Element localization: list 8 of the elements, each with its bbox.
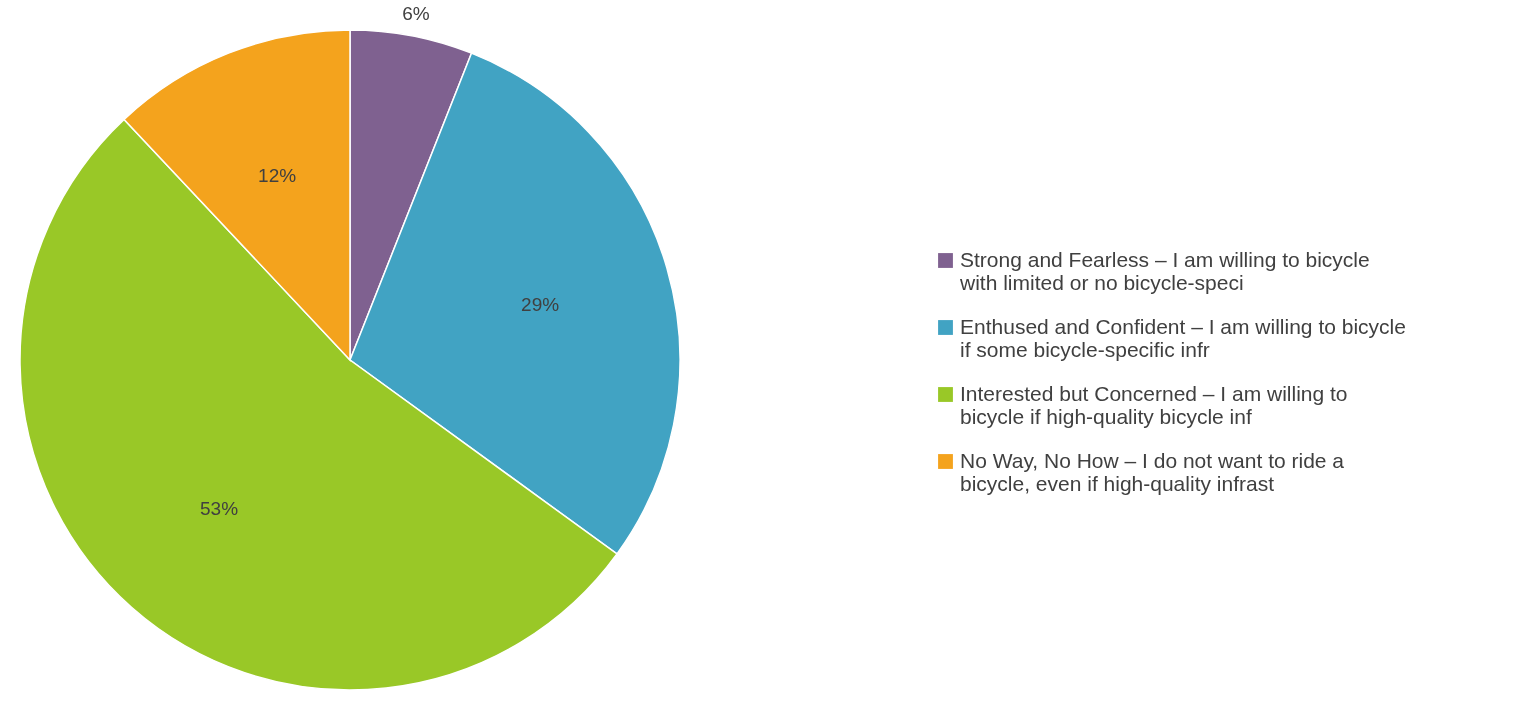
legend-label: No Way, No How – I do not want to ride a bicycle, even if high-quality infrast — [960, 448, 1345, 495]
data-label: 29% — [521, 293, 560, 315]
legend-label: Enthused and Confident – I am willing to bicycle if some bicycle-specific infr — [960, 314, 1406, 361]
data-label: 6% — [402, 3, 430, 25]
legend-label: Interested but Concerned – I am willing to bicycle if high-quality bicycle inf — [960, 381, 1348, 428]
data-label: 12% — [258, 164, 297, 186]
data-label: 53% — [200, 497, 239, 519]
legend-label: Strong and Fearless – I am willing to bicycle with limited or no bicycle-speci — [959, 247, 1370, 294]
